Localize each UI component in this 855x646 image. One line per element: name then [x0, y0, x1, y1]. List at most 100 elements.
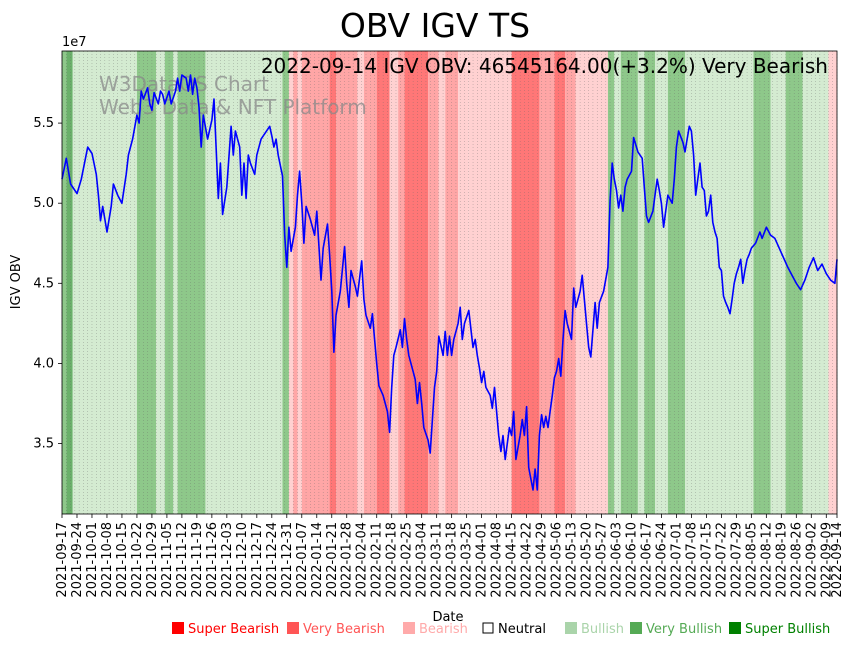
- x-tick-label: 2021-10-15: [115, 522, 130, 598]
- x-tick-label: 2021-09-24: [70, 522, 85, 598]
- x-tick-label: 2022-02-18: [385, 522, 400, 598]
- region-band: [753, 51, 771, 514]
- legend-swatch: [172, 622, 184, 634]
- x-tick-label: 2021-11-12: [175, 522, 190, 598]
- region-band: [389, 51, 399, 514]
- legend: Super Bearish Very Bearish Bearish Neutral B…: [172, 622, 830, 637]
- x-tick-label: 2021-12-17: [250, 522, 265, 598]
- x-tick-label: 2022-06-10: [624, 522, 639, 598]
- x-tick-label: 2022-03-11: [430, 522, 445, 598]
- x-tick-label: 2022-08-26: [789, 522, 804, 598]
- y-tick-label: 4.5: [33, 276, 54, 291]
- x-tick-label: 2022-05-13: [565, 522, 580, 598]
- y-tick-label: 3.5: [33, 437, 54, 452]
- region-band: [458, 51, 469, 514]
- x-tick-label: 2022-07-15: [699, 522, 714, 598]
- legend-label: Neutral: [498, 622, 546, 637]
- x-tick-label: 2022-07-08: [684, 522, 699, 598]
- region-band: [288, 51, 294, 514]
- x-tick-label: 2021-11-19: [190, 522, 205, 598]
- legend-label: Super Bearish: [188, 622, 279, 637]
- region-band: [511, 51, 540, 514]
- region-band: [329, 51, 337, 514]
- legend-swatch: [482, 622, 494, 634]
- region-band: [205, 51, 283, 514]
- sentiment-regions: [62, 51, 837, 514]
- region-band: [620, 51, 638, 514]
- region-band: [357, 51, 364, 514]
- x-tick-label: 2022-06-17: [639, 522, 654, 598]
- x-tick-label: 2022-05-06: [550, 522, 565, 598]
- x-tick-label: 2022-01-28: [340, 522, 355, 598]
- x-tick-label: 2022-04-01: [475, 522, 490, 598]
- region-band: [607, 51, 615, 514]
- region-band: [136, 51, 157, 514]
- region-band: [614, 51, 621, 514]
- region-band: [66, 51, 73, 514]
- region-band: [173, 51, 178, 514]
- chart-title: OBV IGV TS: [340, 6, 530, 45]
- region-band: [62, 51, 67, 514]
- plot-frame: [61, 50, 838, 515]
- legend-label: Very Bearish: [303, 622, 385, 637]
- region-band: [554, 51, 566, 514]
- region-band: [770, 51, 786, 514]
- x-tick-label: 2022-01-07: [295, 522, 310, 598]
- x-tick-label: 2021-11-05: [160, 522, 175, 598]
- x-tick-label: 2022-06-24: [654, 522, 669, 598]
- chart-annotation: 2022-09-14 IGV OBV: 46545164.00(+3.2%) V…: [261, 54, 828, 78]
- x-tick-label: 2022-09-02: [804, 522, 819, 598]
- x-tick-label: 2022-01-21: [325, 522, 340, 598]
- obv-series-line: [61, 74, 838, 491]
- x-tick-label: 2022-08-12: [759, 522, 774, 598]
- x-tick-label: 2022-02-11: [370, 522, 385, 598]
- x-tick-label: 2022-01-14: [310, 522, 325, 598]
- region-band: [428, 51, 439, 514]
- legend-swatch: [565, 622, 577, 634]
- watermark-line-1: W3DataOS Chart: [99, 72, 269, 96]
- x-tick-label: 2022-04-22: [520, 522, 535, 598]
- legend-label: Super Bullish: [745, 622, 830, 637]
- x-tick-label: 2022-05-20: [580, 522, 595, 598]
- legend-label: Bullish: [581, 622, 624, 637]
- x-tick-label: 2022-03-25: [460, 522, 475, 598]
- legend-swatch: [287, 622, 299, 634]
- region-band: [438, 51, 446, 514]
- region-band: [565, 51, 576, 514]
- y-offset-label: 1e7: [62, 35, 87, 50]
- x-tick-label: 2022-03-18: [445, 522, 460, 598]
- x-tick-label: 2021-10-08: [100, 522, 115, 598]
- x-tick-label: 2021-10-29: [145, 522, 160, 598]
- legend-swatch: [630, 622, 642, 634]
- y-tick-label: 5.0: [33, 196, 54, 211]
- vertical-grid: [61, 51, 838, 514]
- x-tick-label: 2021-12-31: [280, 522, 295, 598]
- region-band: [539, 51, 555, 514]
- x-tick-label: 2022-09-14: [830, 522, 845, 598]
- legend-swatch: [403, 622, 415, 634]
- legend-label: Bearish: [419, 622, 468, 637]
- y-axis-label: IGV OBV: [9, 255, 24, 310]
- region-band: [404, 51, 429, 514]
- region-band: [637, 51, 645, 514]
- y-axis-ticks: 3.5 4.0 4.5 5.0 5.5: [33, 116, 62, 452]
- region-band: [293, 51, 298, 514]
- x-tick-label: 2022-05-27: [595, 522, 610, 598]
- x-tick-label: 2022-08-05: [744, 522, 759, 598]
- x-tick-label: 2022-03-04: [415, 522, 430, 598]
- x-tick-label: 2021-12-03: [220, 522, 235, 598]
- x-axis-label: Date: [432, 610, 463, 625]
- y-tick-label: 4.0: [33, 356, 54, 371]
- region-band: [282, 51, 289, 514]
- x-axis-ticks: 2021-09-17 2021-09-24 2021-10-01 2021-10-08…: [55, 514, 845, 598]
- x-tick-label: 2022-07-01: [669, 522, 684, 598]
- x-tick-label: 2022-04-29: [535, 522, 550, 598]
- region-band: [398, 51, 405, 514]
- x-tick-label: 2021-12-24: [265, 522, 280, 598]
- y-tick-label: 5.5: [33, 116, 54, 131]
- x-tick-label: 2021-10-01: [85, 522, 100, 598]
- region-band: [644, 51, 656, 514]
- x-tick-label: 2022-02-25: [400, 522, 415, 598]
- x-tick-label: 2022-02-04: [355, 522, 370, 598]
